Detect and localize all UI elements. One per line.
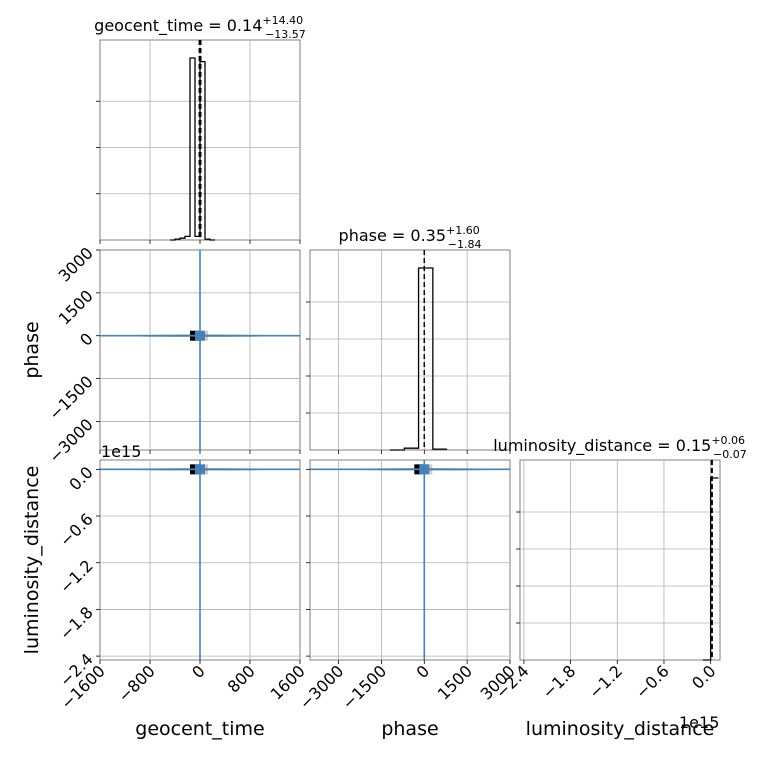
- geocent-time-tick-label: 0: [188, 661, 209, 682]
- y-axis-label-phase: phase: [21, 321, 43, 378]
- luminosity-distance-tick-label: −1.8: [56, 603, 97, 644]
- phase-tick-label: −3000: [45, 415, 97, 467]
- luminosity-distance-tick-label: −1.8: [538, 661, 579, 702]
- phase-tick-label: 0: [412, 661, 433, 682]
- x-axis-label-phase: phase: [381, 718, 438, 740]
- luminosity-distance-histogram-panel: [519, 459, 721, 661]
- geocent-time-title: geocent_time = 0.14+14.40 −13.57: [94, 14, 306, 41]
- geocent-time-histogram: [170, 57, 215, 241]
- luminosity-distance-tick-label: 0.0: [65, 463, 96, 494]
- distance-vs-phase-panel: [309, 459, 511, 661]
- luminosity-distance-tick-label: −0.6: [56, 509, 97, 550]
- luminosity-distance-tick-label: 0.0: [688, 661, 719, 692]
- phase-tick-label: −1500: [45, 372, 97, 424]
- truth-marker: [195, 464, 205, 475]
- phase-histogram: [390, 267, 448, 451]
- geocent-time-tick-label: 800: [224, 661, 259, 696]
- phase-tick-label: 3000: [55, 243, 97, 285]
- truth-marker: [419, 464, 430, 475]
- y-axis-label-luminosity-distance: luminosity_distance: [21, 466, 43, 655]
- distance-vs-geocent-time-panel: [99, 459, 301, 661]
- phase-histogram-panel: [309, 249, 511, 451]
- luminosity-distance-histogram: [702, 477, 719, 661]
- phase-tick-label: 1500: [434, 661, 476, 703]
- luminosity-distance-tick-label: −1.2: [56, 556, 97, 597]
- luminosity-distance-title: luminosity_distance = 0.15+0.06 −0.07: [493, 434, 747, 461]
- phase-tick-label: −1500: [339, 661, 391, 713]
- x-axis-offset-label: 1e15: [679, 713, 719, 732]
- phase-tick-label: −3000: [296, 661, 348, 713]
- phase-vs-geocent-time-panel: [99, 249, 301, 451]
- phase-tick-label: 1500: [55, 286, 97, 328]
- y-axis-offset-label: 1e15: [101, 442, 141, 461]
- geocent-time-tick-label: −800: [114, 661, 159, 706]
- x-axis-label-geocent-time: geocent_time: [135, 718, 264, 740]
- luminosity-distance-tick-label: −1.2: [585, 661, 626, 702]
- truth-marker: [195, 330, 205, 341]
- phase-title: phase = 0.35+1.60 −1.84: [339, 224, 482, 251]
- geocent-time-histogram-panel: [99, 39, 301, 241]
- phase-tick-label: 0: [76, 329, 97, 350]
- luminosity-distance-tick-label: −0.6: [632, 661, 673, 702]
- x-axis-label-luminosity-distance: luminosity_distance: [526, 718, 715, 740]
